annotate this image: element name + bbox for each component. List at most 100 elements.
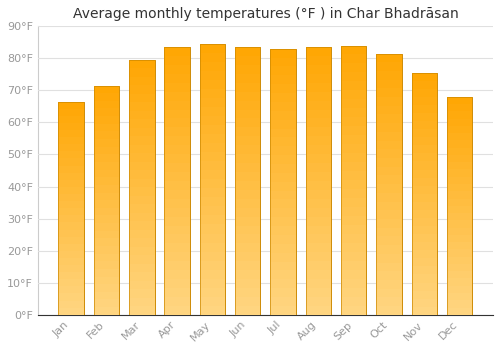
Bar xyxy=(306,92,331,101)
Bar xyxy=(376,298,402,306)
Bar xyxy=(376,149,402,158)
Bar xyxy=(235,47,260,315)
Bar xyxy=(412,202,437,210)
Bar xyxy=(341,99,366,108)
Bar xyxy=(94,170,119,177)
Bar xyxy=(129,162,154,170)
Bar xyxy=(306,119,331,127)
Bar xyxy=(129,111,154,119)
Bar xyxy=(129,60,154,315)
Bar xyxy=(412,105,437,113)
Bar xyxy=(129,179,154,187)
Bar xyxy=(129,69,154,77)
Bar xyxy=(58,286,84,293)
Bar xyxy=(270,102,296,111)
Bar xyxy=(376,262,402,271)
Bar xyxy=(376,228,402,236)
Bar xyxy=(58,116,84,123)
Bar xyxy=(447,97,472,104)
Bar xyxy=(306,199,331,208)
Bar xyxy=(447,235,472,242)
Bar xyxy=(235,163,260,172)
Bar xyxy=(94,200,119,208)
Bar xyxy=(270,226,296,235)
Bar xyxy=(164,181,190,190)
Bar xyxy=(200,44,225,53)
Bar xyxy=(341,153,366,162)
Bar xyxy=(94,269,119,276)
Bar xyxy=(376,97,402,106)
Bar xyxy=(447,133,472,140)
Bar xyxy=(235,279,260,288)
Bar xyxy=(412,242,437,250)
Bar xyxy=(270,66,296,75)
Bar xyxy=(447,279,472,286)
Bar xyxy=(129,264,154,272)
Bar xyxy=(412,73,437,315)
Bar xyxy=(306,270,331,279)
Bar xyxy=(58,222,84,230)
Bar xyxy=(447,126,472,133)
Bar xyxy=(447,140,472,148)
Bar xyxy=(200,297,225,306)
Bar xyxy=(447,308,472,315)
Bar xyxy=(341,117,366,126)
Bar xyxy=(412,226,437,234)
Bar xyxy=(412,161,437,169)
Bar xyxy=(306,288,331,297)
Bar xyxy=(447,111,472,119)
Bar xyxy=(376,54,402,315)
Bar xyxy=(129,238,154,247)
Bar xyxy=(306,306,331,315)
Bar xyxy=(164,225,190,234)
Bar xyxy=(341,189,366,198)
Bar xyxy=(58,180,84,187)
Bar xyxy=(94,101,119,108)
Bar xyxy=(58,251,84,258)
Bar xyxy=(376,184,402,193)
Bar xyxy=(447,198,472,206)
Bar xyxy=(376,202,402,210)
Bar xyxy=(341,306,366,315)
Bar xyxy=(58,166,84,173)
Bar xyxy=(94,261,119,269)
Bar xyxy=(306,261,331,270)
Bar xyxy=(164,119,190,127)
Bar xyxy=(58,308,84,315)
Bar xyxy=(447,191,472,198)
Bar xyxy=(235,154,260,163)
Bar xyxy=(58,301,84,308)
Bar xyxy=(341,82,366,90)
Bar xyxy=(447,206,472,213)
Bar xyxy=(306,136,331,145)
Bar xyxy=(447,271,472,279)
Bar xyxy=(200,279,225,288)
Bar xyxy=(235,56,260,65)
Bar xyxy=(306,279,331,288)
Bar xyxy=(447,286,472,293)
Bar xyxy=(306,127,331,136)
Bar xyxy=(235,190,260,199)
Bar xyxy=(200,143,225,152)
Bar xyxy=(306,56,331,65)
Bar xyxy=(235,252,260,261)
Bar xyxy=(164,65,190,74)
Bar xyxy=(341,46,366,55)
Bar xyxy=(129,103,154,111)
Bar xyxy=(200,206,225,216)
Bar xyxy=(376,62,402,71)
Bar xyxy=(341,270,366,279)
Bar xyxy=(58,194,84,201)
Bar xyxy=(58,102,84,109)
Bar xyxy=(94,307,119,315)
Bar xyxy=(376,132,402,141)
Bar xyxy=(94,86,119,315)
Bar xyxy=(235,47,260,315)
Bar xyxy=(58,265,84,272)
Bar xyxy=(94,208,119,216)
Bar xyxy=(270,261,296,271)
Bar xyxy=(94,131,119,139)
Bar xyxy=(58,151,84,159)
Bar xyxy=(200,261,225,270)
Bar xyxy=(412,89,437,97)
